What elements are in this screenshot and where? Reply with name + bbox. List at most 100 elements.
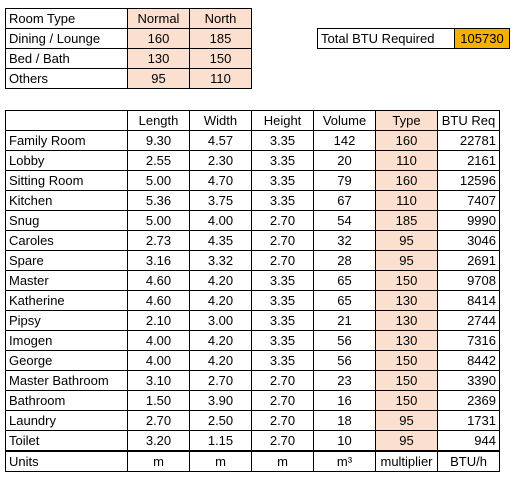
room-type-header-cell[interactable]: Room Type [5, 8, 128, 29]
room-type-normal-cell[interactable]: 160 [127, 28, 190, 49]
room-name-cell[interactable]: Sitting Room [5, 170, 128, 191]
room-type-name-cell[interactable]: Dining / Lounge [5, 28, 128, 49]
height-cell[interactable]: 3.35 [251, 290, 314, 311]
room-name-cell[interactable]: Katherine [5, 290, 128, 311]
volume-cell[interactable]: 65 [313, 290, 376, 311]
room-name-cell[interactable]: Bathroom [5, 390, 128, 411]
length-cell[interactable]: 5.36 [127, 190, 190, 211]
width-cell[interactable]: 3.75 [189, 190, 252, 211]
btu-req-cell[interactable]: 22781 [437, 130, 500, 151]
type-cell[interactable]: 130 [375, 330, 438, 351]
type-cell[interactable]: 110 [375, 150, 438, 171]
btu-req-cell[interactable]: 8442 [437, 350, 500, 371]
height-cell[interactable]: 3.35 [251, 170, 314, 191]
room-type-normal-cell[interactable]: 95 [127, 68, 190, 89]
volume-cell[interactable]: 10 [313, 430, 376, 452]
type-cell[interactable]: 95 [375, 230, 438, 251]
room-name-cell[interactable]: Spare [5, 250, 128, 271]
header-volume-cell[interactable]: Volume [313, 110, 376, 131]
btu-req-cell[interactable]: 2369 [437, 390, 500, 411]
width-cell[interactable]: 3.90 [189, 390, 252, 411]
length-cell[interactable]: 5.00 [127, 170, 190, 191]
room-type-normal-cell[interactable]: 130 [127, 48, 190, 69]
volume-cell[interactable]: 54 [313, 210, 376, 231]
length-cell[interactable]: 3.16 [127, 250, 190, 271]
header-length-cell[interactable]: Length [127, 110, 190, 131]
unit-height-cell[interactable]: m [251, 450, 314, 472]
width-cell[interactable]: 4.35 [189, 230, 252, 251]
width-cell[interactable]: 4.20 [189, 290, 252, 311]
type-cell[interactable]: 95 [375, 250, 438, 271]
room-type-header-cell[interactable]: North [189, 8, 252, 29]
type-cell[interactable]: 160 [375, 170, 438, 191]
type-cell[interactable]: 150 [375, 270, 438, 291]
type-cell[interactable]: 150 [375, 350, 438, 371]
length-cell[interactable]: 3.10 [127, 370, 190, 391]
header-height-cell[interactable]: Height [251, 110, 314, 131]
volume-cell[interactable]: 56 [313, 330, 376, 351]
volume-cell[interactable]: 16 [313, 390, 376, 411]
btu-req-cell[interactable]: 9708 [437, 270, 500, 291]
height-cell[interactable]: 3.35 [251, 190, 314, 211]
type-cell[interactable]: 130 [375, 310, 438, 331]
room-name-cell[interactable]: Toilet [5, 430, 128, 452]
width-cell[interactable]: 1.15 [189, 430, 252, 452]
room-name-cell[interactable]: Family Room [5, 130, 128, 151]
total-btu-label[interactable]: Total BTU Required [317, 28, 455, 49]
width-cell[interactable]: 4.20 [189, 330, 252, 351]
room-type-north-cell[interactable]: 185 [189, 28, 252, 49]
volume-cell[interactable]: 32 [313, 230, 376, 251]
btu-req-cell[interactable]: 3046 [437, 230, 500, 251]
volume-cell[interactable]: 56 [313, 350, 376, 371]
width-cell[interactable]: 2.50 [189, 410, 252, 431]
length-cell[interactable]: 3.20 [127, 430, 190, 452]
length-cell[interactable]: 4.60 [127, 290, 190, 311]
unit-btu-req-cell[interactable]: BTU/h [437, 450, 500, 472]
height-cell[interactable]: 3.35 [251, 150, 314, 171]
height-cell[interactable]: 2.70 [251, 390, 314, 411]
total-btu-value[interactable]: 105730 [454, 28, 510, 49]
type-cell[interactable]: 95 [375, 430, 438, 452]
room-type-name-cell[interactable]: Bed / Bath [5, 48, 128, 69]
length-cell[interactable]: 4.60 [127, 270, 190, 291]
volume-cell[interactable]: 23 [313, 370, 376, 391]
unit-type-cell[interactable]: multiplier [375, 450, 438, 472]
btu-req-cell[interactable]: 944 [437, 430, 500, 452]
room-type-header-cell[interactable]: Normal [127, 8, 190, 29]
header-width-cell[interactable]: Width [189, 110, 252, 131]
room-name-cell[interactable]: Master [5, 270, 128, 291]
height-cell[interactable]: 3.35 [251, 330, 314, 351]
type-cell[interactable]: 185 [375, 210, 438, 231]
room-name-cell[interactable]: Snug [5, 210, 128, 231]
width-cell[interactable]: 4.70 [189, 170, 252, 191]
volume-cell[interactable]: 20 [313, 150, 376, 171]
height-cell[interactable]: 2.70 [251, 370, 314, 391]
height-cell[interactable]: 3.35 [251, 130, 314, 151]
type-cell[interactable]: 150 [375, 390, 438, 411]
height-cell[interactable]: 2.70 [251, 410, 314, 431]
unit-volume-cell[interactable]: m³ [313, 450, 376, 472]
room-name-cell[interactable]: Pipsy [5, 310, 128, 331]
volume-cell[interactable]: 79 [313, 170, 376, 191]
length-cell[interactable]: 2.70 [127, 410, 190, 431]
volume-cell[interactable]: 67 [313, 190, 376, 211]
volume-cell[interactable]: 28 [313, 250, 376, 271]
height-cell[interactable]: 3.35 [251, 270, 314, 291]
room-name-cell[interactable]: Lobby [5, 150, 128, 171]
btu-req-cell[interactable]: 7316 [437, 330, 500, 351]
room-name-cell[interactable]: Imogen [5, 330, 128, 351]
width-cell[interactable]: 3.32 [189, 250, 252, 271]
btu-req-cell[interactable]: 2691 [437, 250, 500, 271]
room-name-cell[interactable]: Master Bathroom [5, 370, 128, 391]
volume-cell[interactable]: 142 [313, 130, 376, 151]
volume-cell[interactable]: 65 [313, 270, 376, 291]
room-name-cell[interactable]: Laundry [5, 410, 128, 431]
width-cell[interactable]: 2.70 [189, 370, 252, 391]
length-cell[interactable]: 2.73 [127, 230, 190, 251]
room-type-north-cell[interactable]: 150 [189, 48, 252, 69]
length-cell[interactable]: 2.55 [127, 150, 190, 171]
room-type-north-cell[interactable]: 110 [189, 68, 252, 89]
type-cell[interactable]: 150 [375, 370, 438, 391]
unit-width-cell[interactable]: m [189, 450, 252, 472]
room-name-cell[interactable]: Kitchen [5, 190, 128, 211]
